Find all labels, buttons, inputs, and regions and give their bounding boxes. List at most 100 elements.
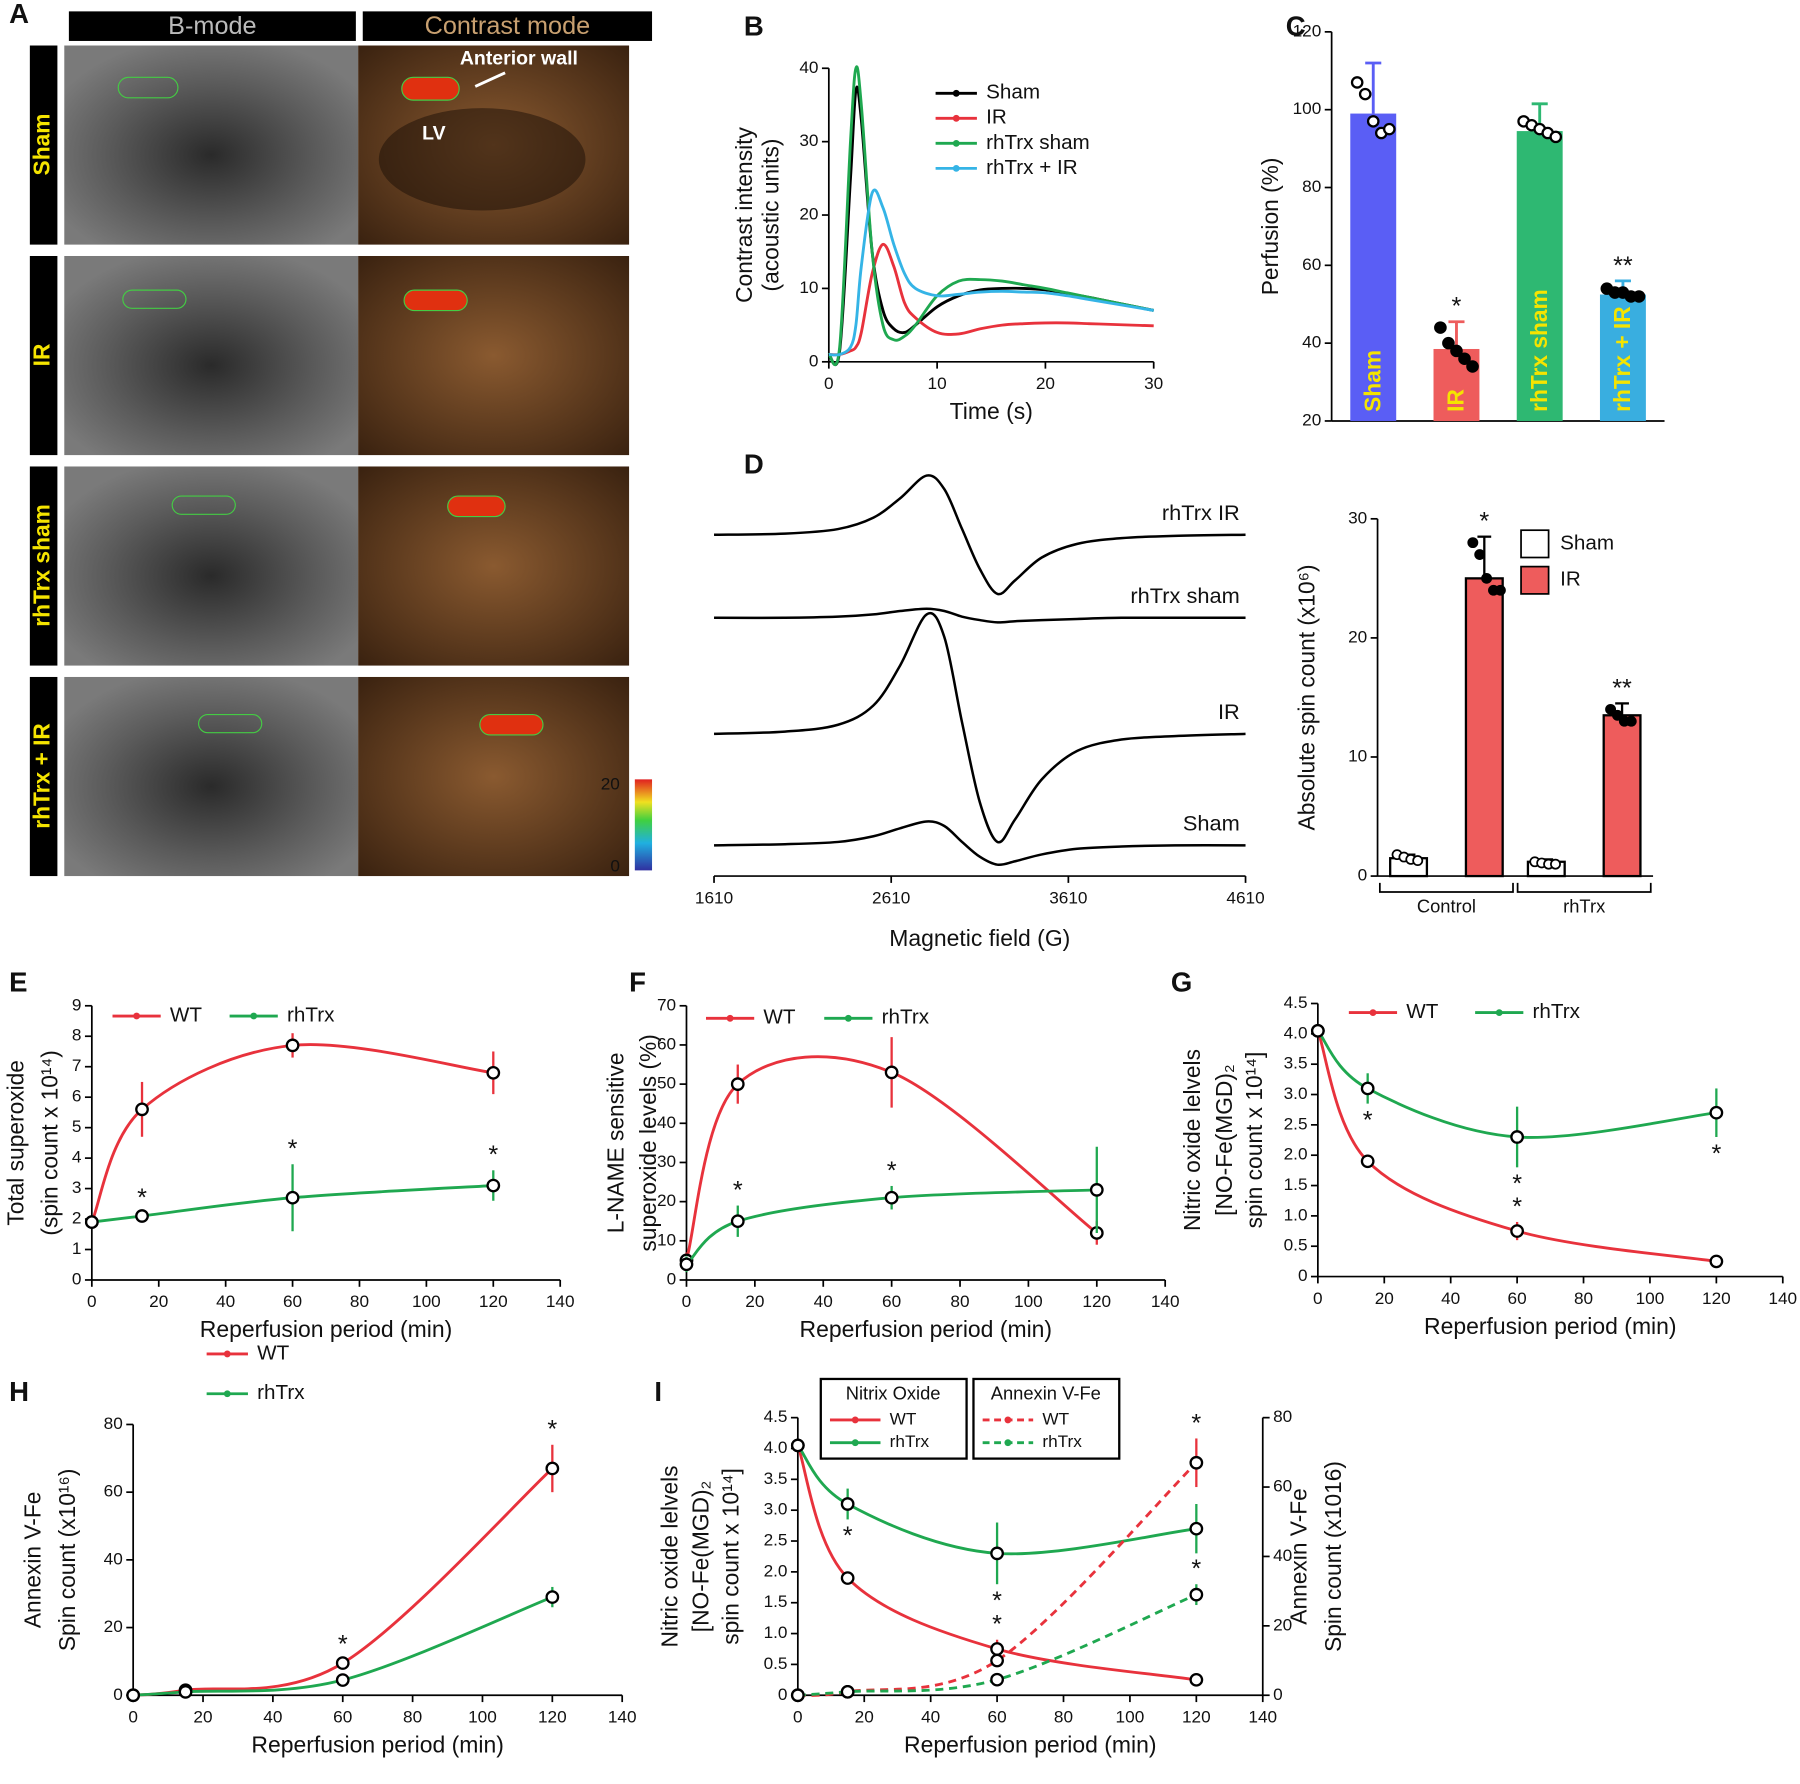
- y-tick-label: 1.5: [1284, 1174, 1308, 1194]
- bar: [1464, 577, 1504, 878]
- colorbar-label: 20: [601, 774, 620, 794]
- data-point: [1466, 360, 1479, 373]
- y2-axis-label: Spin count (x1016): [1320, 1461, 1346, 1652]
- spectrum-line: [714, 474, 1246, 596]
- data-point: [1709, 1254, 1724, 1269]
- y-axis-label: Contrast intensity: [731, 127, 757, 303]
- legend-dot: [1369, 1009, 1377, 1017]
- x-tick-label: 20: [1375, 1288, 1394, 1308]
- line: [90, 1043, 494, 1223]
- y2-tick-label: 80: [1273, 1406, 1292, 1426]
- y-tick-label: 3.5: [764, 1468, 788, 1488]
- line: [1316, 1029, 1717, 1139]
- x-tick-label: 120: [1702, 1288, 1731, 1308]
- significance: *: [733, 1177, 743, 1205]
- x-tick-label: 10: [928, 373, 947, 393]
- y-tick-label: 4.0: [764, 1437, 788, 1457]
- arrow: [474, 71, 506, 88]
- line: [685, 1055, 1098, 1261]
- panel-letter: D: [744, 449, 764, 480]
- legend-label: WT: [1406, 1000, 1439, 1023]
- spectrum-label: IR: [1218, 699, 1240, 724]
- legend-dot: [1004, 1439, 1012, 1447]
- data-point: [1189, 1455, 1204, 1470]
- y-tick-label: 10: [657, 1229, 676, 1249]
- bar: [1350, 113, 1397, 421]
- group-bracket: [1378, 882, 1514, 893]
- category-label: Control: [1417, 896, 1476, 917]
- roi: [171, 495, 236, 515]
- spectrum-label: Sham: [1183, 811, 1240, 836]
- data-point: [1360, 1081, 1375, 1096]
- x-axis-label: Reperfusion period (min): [251, 1732, 504, 1758]
- x-tick-label: 20: [745, 1291, 764, 1311]
- legend-label: rhTrx: [287, 1004, 335, 1027]
- data-point: [730, 1214, 745, 1229]
- significance: *: [843, 1522, 853, 1550]
- y-axis-label: Spin count (x10¹⁶): [54, 1469, 80, 1652]
- significance: *: [1711, 1140, 1721, 1168]
- x-tick-label: 40: [216, 1291, 235, 1311]
- y-tick-label: 0: [72, 1269, 82, 1289]
- legend-dot: [952, 89, 960, 97]
- y-tick-label: 2: [72, 1208, 82, 1228]
- data-point: [1360, 1154, 1375, 1169]
- y-tick-label: 20: [1302, 410, 1321, 430]
- x-tick-label: 140: [546, 1291, 575, 1311]
- data-point: [1605, 703, 1617, 715]
- contrast-image: [358, 255, 630, 456]
- data-point: [1510, 1130, 1524, 1144]
- category-label: rhTrx + IR: [1609, 306, 1635, 412]
- x-tick-label: 40: [1441, 1288, 1460, 1308]
- x-tick-label: 20: [855, 1707, 874, 1727]
- legend-dot: [250, 1012, 258, 1020]
- y-tick-label: 40: [657, 1112, 676, 1132]
- y-tick-label: 80: [1302, 176, 1321, 196]
- significance: *: [1452, 293, 1462, 321]
- y-axis-label: (spin count x 10¹⁴): [37, 1050, 63, 1235]
- y-tick-label: 40: [104, 1548, 123, 1568]
- data-point: [1450, 344, 1463, 358]
- category-label: rhTrx sham: [1526, 289, 1552, 412]
- y-tick-label: 9: [72, 994, 82, 1014]
- y-tick-label: 1.0: [1284, 1204, 1308, 1224]
- x-tick-label: 40: [814, 1291, 833, 1311]
- x-axis-label: Reperfusion period (min): [200, 1316, 453, 1342]
- hotspot: [479, 713, 544, 736]
- significance: *: [288, 1135, 298, 1163]
- y-tick-label: 0.5: [764, 1653, 788, 1673]
- y-tick-label: 30: [1348, 507, 1367, 527]
- x-tick-label: 100: [412, 1291, 441, 1311]
- cavity: [378, 108, 586, 211]
- legend-dot: [851, 1416, 859, 1424]
- y-tick-label: 30: [799, 130, 818, 150]
- y-tick-label: 8: [72, 1025, 82, 1045]
- data-point: [1494, 584, 1506, 596]
- data-point: [1089, 1183, 1104, 1197]
- legend-label: rhTrx: [1042, 1431, 1082, 1451]
- line: [796, 1444, 1197, 1682]
- roi: [122, 289, 187, 309]
- x-tick-label: 100: [1636, 1288, 1665, 1308]
- y-tick-label: 1.0: [764, 1622, 788, 1642]
- y-axis-label: Total superoxide: [2, 1060, 28, 1226]
- y-tick-label: 120: [1293, 20, 1322, 40]
- x-axis-label: Reperfusion period (min): [904, 1732, 1157, 1758]
- y-tick-label: 7: [72, 1055, 82, 1075]
- data-point: [1550, 858, 1561, 870]
- x-tick-label: 120: [1082, 1291, 1111, 1311]
- panel-a: A B-mode Contrast mode Sham Anterior wal…: [9, 0, 653, 877]
- y-tick-label: 0: [1358, 865, 1368, 885]
- y-axis-label: Nitric oxide lelvels: [1179, 1049, 1205, 1231]
- colorbar-label: 0: [610, 856, 620, 876]
- data-point: [990, 1672, 1004, 1687]
- y-axis-label: superoxide levels (%): [635, 1034, 661, 1251]
- significance: **: [1612, 674, 1632, 702]
- legend-label: rhTrx: [890, 1431, 930, 1451]
- panel-letter: B: [744, 11, 764, 42]
- legend-label: Sham: [986, 81, 1040, 104]
- y-tick-label: 2.0: [764, 1560, 788, 1580]
- data-point: [1467, 537, 1479, 549]
- significance: *: [1512, 1193, 1522, 1221]
- y-tick-label: 3: [72, 1177, 82, 1197]
